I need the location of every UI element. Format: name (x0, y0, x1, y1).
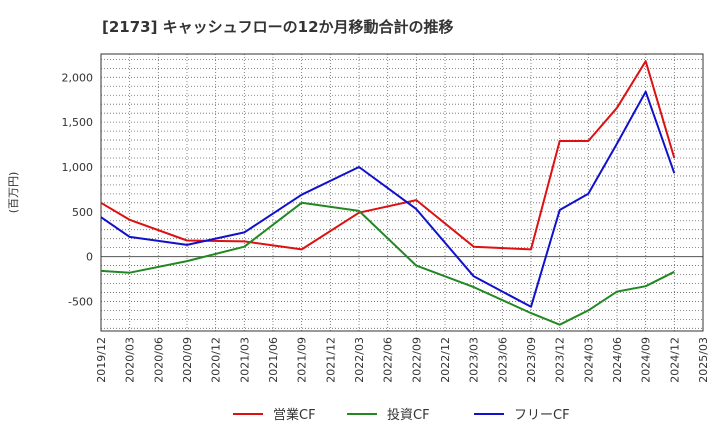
x-tick-label: 2024/12 (668, 337, 681, 383)
x-tick-label: 2022/03 (353, 337, 366, 383)
series-line-2 (100, 90, 676, 308)
x-tick-label: 2021/12 (324, 337, 337, 383)
axis-layer: 2,000 1,500 1,000 500 0 -500 (百万円) 2019/12 2020/… (7, 53, 710, 383)
x-tick-label: 2023/03 (468, 337, 481, 383)
x-tick-label: 2024/03 (582, 337, 595, 383)
y-tick-label: 1,500 (62, 116, 94, 129)
x-tick-label: 2020/12 (210, 337, 223, 383)
y-tick-label: 2,000 (62, 71, 94, 84)
legend-label-2: フリーCF (514, 408, 570, 423)
x-tick-label: 2023/06 (496, 337, 509, 383)
series-layer (100, 60, 676, 326)
x-tick-label: 2023/09 (525, 337, 538, 383)
legend-label-1: 投資CF (387, 407, 430, 423)
grid-layer (100, 54, 704, 331)
y-tick-label: -500 (68, 295, 93, 308)
legend-label-0: 営業CF (273, 407, 316, 423)
x-tick-label: 2024/06 (611, 337, 624, 383)
series-line-0 (100, 60, 676, 251)
y-axis-label: (百万円) (7, 172, 20, 214)
y-tick-label: 1,000 (62, 161, 94, 174)
y-tick-label: 500 (72, 206, 93, 219)
x-tick-label: 2021/03 (238, 337, 251, 383)
x-tick-label: 2020/09 (181, 337, 194, 383)
y-tick-label: 0 (86, 251, 93, 264)
x-tick-label: 2021/09 (296, 337, 309, 383)
x-tick-label: 2024/09 (640, 337, 653, 383)
plot-frame (100, 53, 704, 332)
x-tick-label: 2019/12 (95, 337, 108, 383)
x-tick-label: 2022/06 (382, 337, 395, 383)
x-tick-label: 2020/06 (152, 337, 165, 383)
x-tick-label: 2020/03 (124, 337, 137, 383)
series-line-1 (100, 201, 675, 326)
x-tick-label: 2022/09 (410, 337, 423, 383)
x-tick-label: 2025/03 (697, 337, 710, 383)
chart-title: [2173] キャッシュフローの12か月移動合計の推移 (102, 18, 454, 36)
plot-area (101, 54, 703, 331)
legend-layer: 営業CF 投資CF フリーCF (233, 407, 570, 423)
x-tick-label: 2023/12 (554, 337, 567, 383)
x-tick-label: 2021/06 (267, 337, 280, 383)
x-tick-label: 2022/12 (439, 337, 452, 383)
